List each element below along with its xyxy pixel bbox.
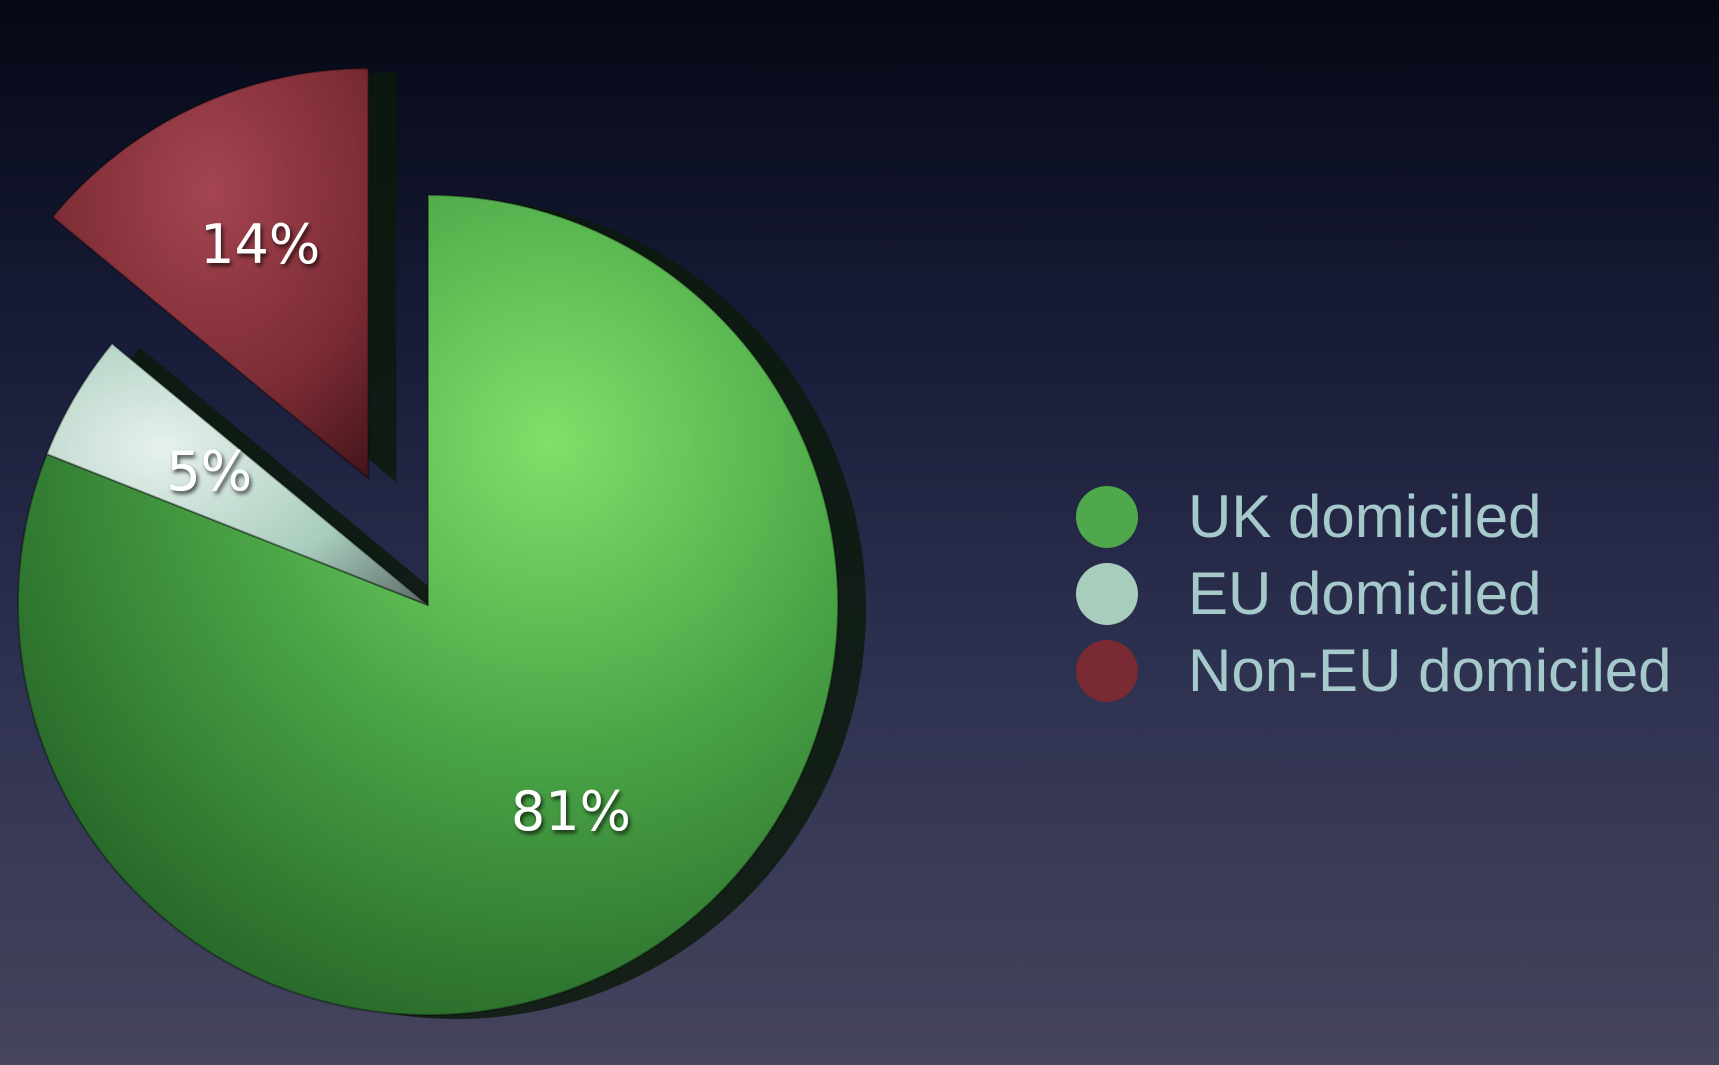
legend-item-eu: EU domiciled: [1076, 555, 1672, 632]
legend-swatch-uk: [1076, 485, 1138, 548]
legend: UK domiciled EU domiciled Non-EU domicil…: [1076, 478, 1672, 709]
pie-slice-uk: [17, 193, 839, 1016]
legend-swatch-non-eu: [1076, 639, 1138, 702]
pie-slice-eu: [45, 342, 429, 606]
data-label-eu: 5%: [166, 440, 252, 503]
data-label-non-eu: 14%: [200, 213, 320, 276]
pie-slice-non-eu: [51, 67, 370, 481]
legend-item-non-eu: Non-EU domiciled: [1076, 632, 1672, 709]
legend-label-non-eu: Non-EU domiciled: [1188, 637, 1672, 704]
legend-swatch-eu: [1076, 562, 1138, 625]
legend-label-uk: UK domiciled: [1188, 483, 1542, 550]
legend-label-eu: EU domiciled: [1188, 560, 1542, 627]
data-label-uk: 81%: [511, 780, 631, 843]
legend-item-uk: UK domiciled: [1076, 478, 1672, 555]
